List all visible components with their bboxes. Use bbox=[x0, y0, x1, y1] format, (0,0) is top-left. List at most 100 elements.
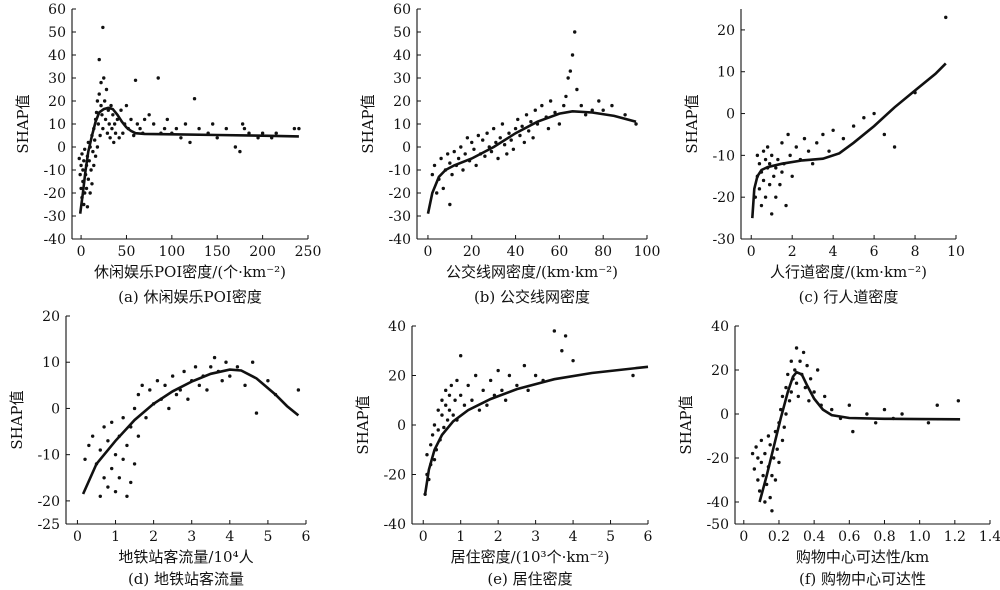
data-point bbox=[571, 358, 575, 363]
data-point bbox=[631, 373, 635, 378]
x-tick-label: 0.2 bbox=[768, 529, 790, 545]
data-point bbox=[436, 428, 440, 432]
data-point bbox=[774, 166, 778, 170]
x-tick-label: 5 bbox=[606, 529, 615, 545]
trend-line bbox=[426, 109, 637, 214]
data-point bbox=[247, 131, 251, 135]
data-point bbox=[240, 122, 245, 126]
data-point bbox=[900, 412, 904, 416]
x-tick-label: 100 bbox=[634, 244, 661, 260]
data-point bbox=[812, 390, 816, 394]
trend-line bbox=[81, 368, 300, 495]
data-point bbox=[129, 480, 133, 485]
data-point bbox=[786, 132, 790, 137]
data-point bbox=[498, 136, 502, 140]
data-point bbox=[155, 379, 160, 383]
data-point bbox=[763, 195, 768, 199]
y-tick-label: 0 bbox=[51, 401, 60, 417]
data-point bbox=[96, 122, 101, 126]
data-point bbox=[774, 195, 778, 199]
data-point bbox=[432, 457, 437, 462]
x-tick-label: 0 bbox=[747, 244, 756, 260]
data-point bbox=[533, 108, 537, 112]
data-point bbox=[109, 103, 113, 108]
data-point bbox=[590, 108, 594, 112]
data-point bbox=[274, 131, 278, 135]
data-point bbox=[473, 373, 478, 378]
data-point bbox=[477, 408, 482, 412]
data-point bbox=[810, 162, 815, 166]
trend-line bbox=[423, 365, 649, 495]
data-point bbox=[601, 108, 605, 112]
data-point bbox=[465, 136, 470, 140]
data-point bbox=[242, 126, 247, 131]
data-point bbox=[445, 152, 450, 156]
data-point bbox=[455, 378, 459, 383]
data-point bbox=[526, 388, 530, 393]
data-point bbox=[485, 403, 489, 407]
data-point bbox=[784, 412, 788, 416]
data-point bbox=[533, 373, 538, 378]
data-point bbox=[136, 392, 141, 397]
data-point bbox=[568, 69, 573, 73]
data-point bbox=[179, 136, 183, 140]
data-point bbox=[520, 124, 524, 128]
data-point bbox=[87, 159, 91, 163]
y-axis-title: SHAP值 bbox=[677, 395, 695, 454]
data-point bbox=[266, 379, 270, 383]
data-point bbox=[188, 140, 192, 145]
x-tick-label: 0.8 bbox=[873, 529, 895, 545]
data-point bbox=[453, 398, 457, 402]
panel-caption: (f) 购物中心可达性 bbox=[799, 570, 926, 588]
data-point bbox=[529, 120, 533, 124]
data-point bbox=[956, 399, 961, 403]
y-tick-label: 10 bbox=[42, 355, 60, 371]
data-point bbox=[100, 113, 104, 117]
data-point bbox=[563, 334, 568, 338]
data-point bbox=[174, 392, 179, 397]
data-point bbox=[882, 132, 887, 137]
data-point bbox=[794, 381, 799, 385]
data-point bbox=[125, 443, 129, 448]
data-point bbox=[761, 178, 766, 183]
data-point bbox=[447, 393, 452, 397]
data-point bbox=[476, 133, 481, 138]
data-point bbox=[89, 168, 93, 172]
data-point bbox=[197, 383, 202, 388]
data-point bbox=[132, 462, 137, 466]
data-point bbox=[507, 131, 511, 135]
data-point bbox=[170, 374, 175, 378]
data-point bbox=[102, 476, 106, 480]
data-point bbox=[790, 174, 794, 178]
data-point bbox=[851, 429, 855, 434]
data-point bbox=[505, 152, 509, 156]
data-point bbox=[831, 128, 835, 132]
y-tick-label: 0 bbox=[720, 407, 729, 423]
y-tick-label: -40 bbox=[706, 495, 729, 511]
y-tick-label: 60 bbox=[48, 2, 66, 18]
y-tick-label: 60 bbox=[393, 2, 411, 18]
y-tick-label: 20 bbox=[48, 94, 66, 110]
data-point bbox=[432, 163, 437, 168]
data-point bbox=[761, 149, 766, 153]
data-point bbox=[101, 25, 105, 30]
panel-caption: (c) 行人道密度 bbox=[799, 288, 899, 306]
data-point bbox=[85, 205, 90, 209]
y-tick-label: 30 bbox=[48, 71, 66, 87]
data-point bbox=[773, 478, 778, 482]
data-point bbox=[756, 456, 760, 460]
data-point bbox=[470, 398, 474, 402]
data-point bbox=[865, 412, 869, 416]
y-tick-label: 40 bbox=[388, 319, 406, 335]
data-point bbox=[174, 126, 179, 131]
data-point bbox=[444, 388, 448, 393]
data-point bbox=[775, 447, 779, 451]
data-point bbox=[494, 140, 498, 145]
data-point bbox=[531, 136, 535, 140]
x-tick-label: 6 bbox=[644, 529, 653, 545]
data-point bbox=[121, 131, 125, 135]
data-point bbox=[796, 394, 801, 399]
data-point bbox=[552, 329, 557, 333]
data-point bbox=[481, 138, 485, 142]
